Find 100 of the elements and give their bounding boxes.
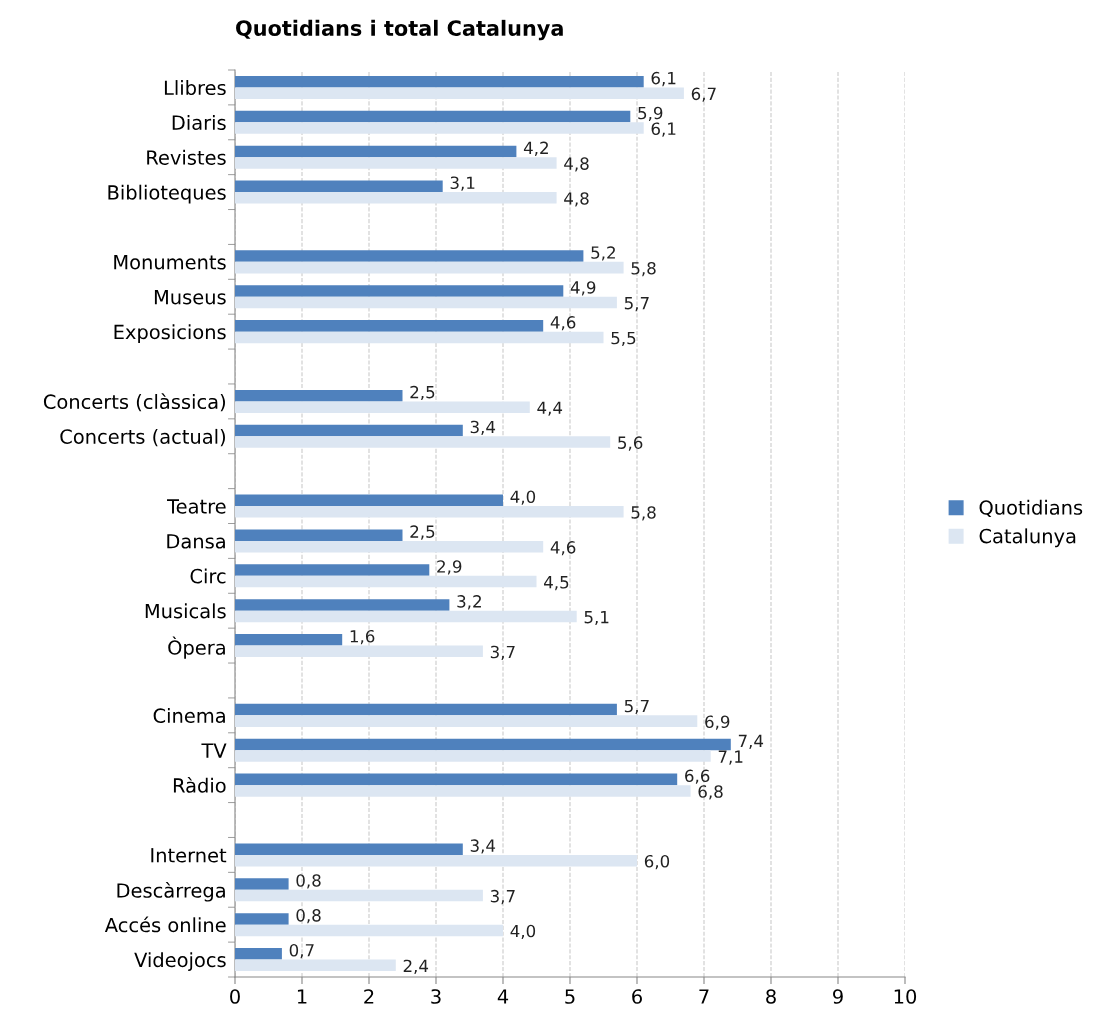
y-tick-label: Òpera bbox=[168, 636, 225, 659]
x-tick-label: 2 bbox=[364, 989, 374, 1004]
x-tick-label: 1 bbox=[297, 989, 307, 1004]
bar bbox=[235, 599, 450, 611]
bar bbox=[235, 192, 557, 204]
legend-label: Catalunya bbox=[979, 528, 1076, 548]
x-tick-label: 7 bbox=[699, 989, 709, 1004]
bar bbox=[235, 529, 403, 541]
data-label: 5,2 bbox=[591, 246, 615, 261]
bar bbox=[235, 285, 564, 297]
bar bbox=[235, 436, 611, 448]
bar bbox=[235, 424, 463, 437]
y-tick-label: Teatre bbox=[167, 499, 226, 514]
data-label: 4,6 bbox=[550, 316, 576, 331]
data-label: 4,5 bbox=[544, 576, 569, 591]
data-label: 2,5 bbox=[410, 385, 435, 401]
data-label: 4,4 bbox=[537, 401, 563, 416]
y-tick-label: Monuments bbox=[114, 255, 226, 270]
bar bbox=[235, 703, 617, 716]
y-tick-label: Revistes bbox=[147, 149, 226, 165]
y-tick-label: TV bbox=[201, 743, 227, 758]
data-label: 3,2 bbox=[457, 595, 481, 610]
bar bbox=[235, 750, 711, 762]
data-label: 0,8 bbox=[296, 909, 321, 924]
bar bbox=[235, 157, 557, 169]
bar bbox=[235, 401, 530, 413]
data-label: 5,8 bbox=[631, 506, 656, 521]
bar bbox=[235, 924, 503, 937]
data-label: 6,0 bbox=[644, 854, 670, 870]
y-tick-label: Exposicions bbox=[114, 324, 226, 344]
bar bbox=[235, 506, 624, 518]
x-tick-label: 4 bbox=[497, 989, 509, 1004]
x-tick-label: 3 bbox=[431, 989, 441, 1004]
y-tick-label: Museus bbox=[154, 289, 226, 305]
x-tick-label: 6 bbox=[632, 989, 642, 1004]
y-tick-label: Concerts (clàssica) bbox=[43, 393, 225, 412]
chart-title: Quotidians i total Catalunya bbox=[236, 19, 563, 41]
bar bbox=[235, 320, 544, 332]
data-label: 6,8 bbox=[698, 785, 723, 800]
bar bbox=[235, 540, 544, 553]
y-tick-label: Musicals bbox=[145, 603, 226, 619]
bar bbox=[235, 843, 463, 855]
data-label: 5,1 bbox=[584, 611, 609, 626]
data-label: 0,7 bbox=[289, 943, 314, 959]
y-tick-label: Dansa bbox=[167, 534, 225, 549]
data-label: 3,4 bbox=[470, 839, 496, 854]
bar bbox=[235, 878, 289, 890]
y-tick-label: Llibres bbox=[164, 80, 226, 96]
bar bbox=[235, 889, 483, 902]
bar bbox=[235, 610, 577, 623]
data-label: 4,0 bbox=[510, 924, 536, 940]
data-label: 3,7 bbox=[490, 889, 515, 905]
y-tick-label: Diaris bbox=[172, 114, 226, 130]
y-tick-label: Circ bbox=[190, 568, 226, 584]
bar bbox=[235, 854, 637, 867]
bar bbox=[235, 389, 403, 402]
data-label: 2,9 bbox=[437, 560, 462, 575]
x-tick-label: 9 bbox=[833, 989, 843, 1004]
y-tick-label: Cinema bbox=[153, 707, 225, 724]
data-label: 1,6 bbox=[350, 629, 375, 645]
y-tick-label: Internet bbox=[151, 848, 227, 863]
data-label: 6,7 bbox=[691, 87, 716, 102]
y-tick-label: Ràdio bbox=[173, 776, 226, 793]
x-tick-label: 10 bbox=[894, 989, 917, 1004]
data-label: 5,7 bbox=[624, 699, 649, 715]
data-label: 4,8 bbox=[564, 192, 589, 207]
legend-label: Quotidians bbox=[979, 499, 1083, 518]
data-label: 3,1 bbox=[450, 176, 475, 191]
bar bbox=[235, 645, 483, 658]
x-tick-label: 5 bbox=[565, 989, 575, 1004]
data-label: 4,6 bbox=[550, 541, 576, 556]
bar bbox=[235, 110, 631, 123]
bar bbox=[235, 261, 624, 274]
bar bbox=[235, 296, 617, 309]
data-label: 0,8 bbox=[296, 874, 321, 889]
y-tick-label: Concerts (actual) bbox=[60, 428, 225, 447]
data-label: 7,1 bbox=[718, 750, 743, 765]
data-label: 2,5 bbox=[410, 525, 435, 540]
data-label: 5,5 bbox=[611, 331, 636, 347]
data-label: 4,0 bbox=[510, 490, 536, 505]
bar bbox=[235, 785, 691, 797]
y-tick-label: Descàrrega bbox=[117, 882, 225, 902]
x-tick-label: 8 bbox=[766, 989, 776, 1004]
data-label: 5,9 bbox=[638, 106, 663, 122]
data-label: 2,4 bbox=[403, 959, 429, 974]
bar bbox=[235, 180, 443, 193]
bar bbox=[235, 145, 517, 158]
bar bbox=[235, 773, 678, 786]
data-label: 3,4 bbox=[470, 420, 496, 435]
bar bbox=[235, 564, 430, 576]
bar bbox=[235, 715, 698, 727]
bar bbox=[235, 250, 584, 262]
data-label: 3,7 bbox=[490, 645, 515, 660]
bar bbox=[235, 738, 731, 751]
bar bbox=[235, 634, 343, 646]
bar bbox=[235, 494, 503, 507]
data-label: 4,8 bbox=[564, 157, 589, 172]
data-label: 6,1 bbox=[651, 71, 676, 87]
y-tick-label: Biblioteques bbox=[108, 184, 226, 204]
data-label: 7,4 bbox=[738, 734, 764, 749]
